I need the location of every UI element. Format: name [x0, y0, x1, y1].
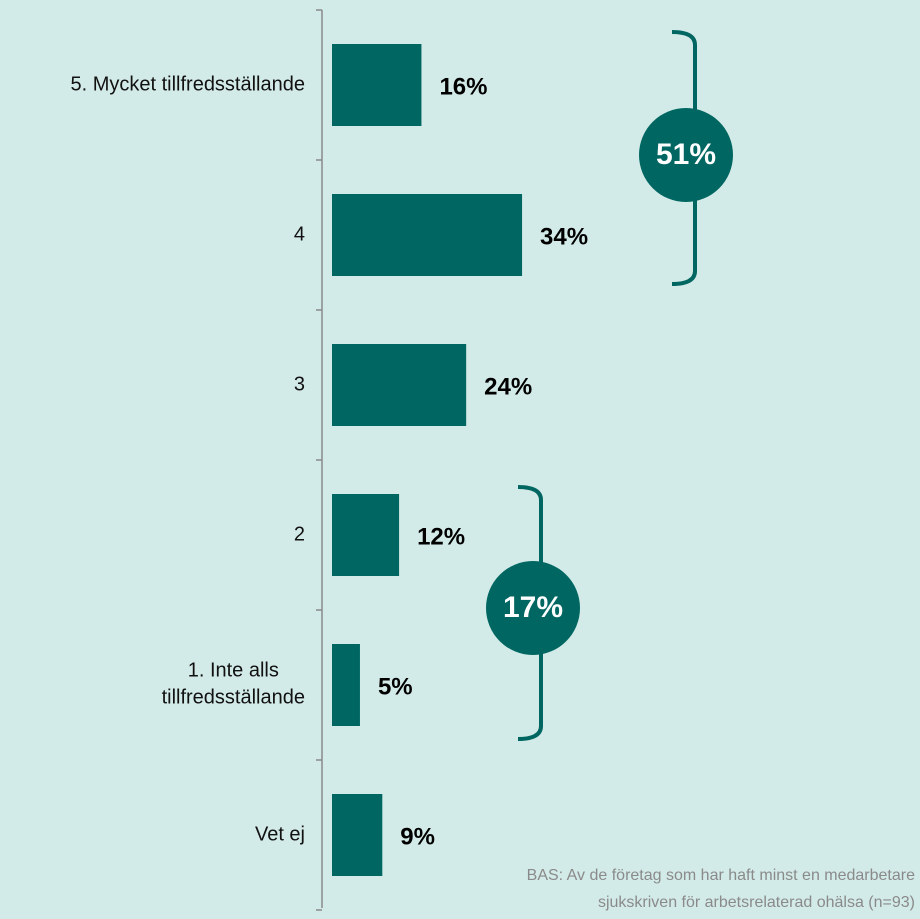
category-label: 4	[294, 223, 305, 245]
bar	[332, 44, 422, 126]
value-label: 24%	[484, 373, 532, 400]
bar	[332, 344, 467, 426]
value-label: 34%	[540, 223, 588, 250]
annotation: 17%	[503, 591, 563, 624]
bar	[332, 194, 523, 276]
annotation-circle	[639, 108, 733, 202]
annotation-circle	[486, 561, 580, 655]
value-label: 16%	[439, 73, 487, 100]
category-label: Vet ej	[255, 823, 305, 845]
bar	[332, 644, 360, 726]
annotation: 51%	[656, 138, 716, 171]
category-label: 3	[294, 373, 305, 395]
value-label: 12%	[417, 523, 465, 550]
category-label: 1. Inte alls tillfredsställande	[162, 660, 305, 709]
bar	[332, 494, 400, 576]
category-label: 2	[294, 523, 305, 545]
value-label: 9%	[400, 823, 435, 850]
footnote: BAS: Av de företag som har haft minst en…	[527, 867, 915, 884]
value-label: 5%	[378, 673, 413, 700]
bar	[332, 794, 383, 876]
footnote: sjukskriven för arbetsrelaterad ohälsa (…	[598, 894, 915, 911]
category-label: 5. Mycket tillfredsställande	[70, 73, 305, 95]
